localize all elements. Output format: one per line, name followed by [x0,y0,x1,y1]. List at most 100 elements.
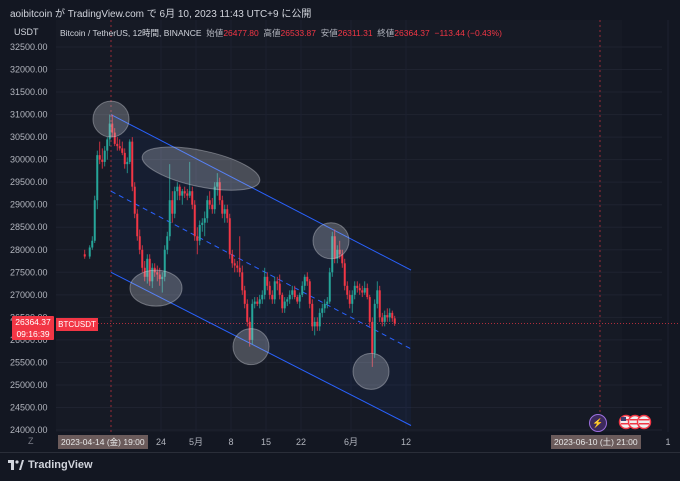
close-label: 終値 [377,28,395,38]
time-tick-label: 15 [261,437,271,447]
candle-body [221,200,224,214]
candle-body [273,281,276,300]
highlight-ellipse [232,328,270,366]
high-label: 高値 [263,28,281,38]
price-tick-label: 30000.00 [10,155,48,165]
price-tick-label: 27000.00 [10,290,48,300]
symbol-label[interactable]: Bitcoin / TetherUS, 12時間, BINANCE [60,28,202,38]
highlight-ellipses [92,100,390,390]
high-value: 26533.87 [280,28,316,38]
price-tick-label: 28000.00 [10,245,48,255]
candle-body [88,247,91,257]
candle-body [376,290,379,304]
price-tick-label: 25000.00 [10,380,48,390]
candle-body [263,276,266,295]
candle-body [113,132,116,144]
candle-body [336,249,339,259]
candles [83,114,396,367]
candle-body [316,321,319,327]
candle-body [303,276,306,286]
candle-body [118,146,121,149]
candle-body [208,200,211,205]
candle-body [238,267,241,273]
candle-body [318,312,321,327]
candle-body [331,236,334,273]
candle-body [321,308,324,313]
candle-body [168,200,171,237]
candle-body [338,249,341,255]
candle-body [253,301,256,304]
candle-body [218,182,221,201]
candle-body [176,186,179,192]
low-label: 安値 [320,28,338,38]
candle-body [366,288,369,298]
candle-body [236,265,239,268]
candle-body [328,272,331,302]
candle-body [173,191,176,214]
time-axis: 24 5月 8 15 22 6月 12 1 [156,437,671,447]
highlight-ellipse [92,100,130,138]
chart-grid [56,20,680,432]
candle-body [203,218,206,223]
publish-info: aoibitcoin が TradingView.com で 6月 10, 20… [10,9,312,20]
plot-background [56,20,622,432]
candle-body [258,299,261,304]
candle-body [341,254,344,264]
candle-body [313,321,316,327]
publish-info-bar: aoibitcoin が TradingView.com で 6月 10, 20… [0,0,680,20]
candle-body [178,186,181,196]
candle-body [281,294,284,309]
highlight-ellipse [141,146,261,191]
price-chart[interactable]: 32500.00 32000.00 31500.00 31000.00 30500.00… [0,20,680,452]
candle-body [206,200,209,219]
time-tick-label: 24 [156,437,166,447]
crosshair-date-left: 2023-04-14 (金) 19:00 [58,435,148,449]
candle-body [146,258,149,277]
zoom-button[interactable]: Z [28,436,34,446]
candle-body [156,272,159,275]
candle-body [228,218,231,255]
lightning-icon[interactable]: ⚡ [589,414,607,432]
candle-body [213,186,216,210]
candle-body [251,303,254,340]
candle-body [138,236,141,250]
us-flag-icons[interactable] [618,414,654,430]
candle-body [141,249,144,268]
candle-body [101,159,104,162]
time-tick-label: 1 [665,437,670,447]
ticker-tag: BTCUSDT [56,318,98,331]
candle-body [248,321,251,340]
candle-body [128,141,131,162]
candle-body [103,150,106,162]
candle-body [291,290,294,295]
candle-body [111,123,114,133]
candle-body [153,267,156,273]
candle-body [346,285,349,295]
candle-body [193,204,196,237]
candle-body [226,209,229,219]
candle-body [373,303,376,354]
candle-body [161,276,164,280]
candle-body [368,297,371,322]
candle-body [83,254,86,257]
tradingview-logo[interactable]: TradingView [8,459,93,471]
candle-body [298,294,301,302]
candle-body [363,288,366,293]
candle-body [353,285,356,295]
candle-body [381,317,384,322]
candle-body [276,281,279,284]
currency-label: USDT [14,27,39,37]
price-tick-label: 32500.00 [10,42,48,52]
candle-body [216,182,219,187]
candle-body [261,294,264,300]
candle-body [106,139,109,151]
candle-body [286,299,289,302]
candle-body [143,267,146,277]
time-tick-label: 8 [228,437,233,447]
candle-body [351,294,354,304]
channel-fill [111,114,411,426]
candle-body [188,191,191,196]
last-price: 26364.37 [15,317,51,327]
candle-body [186,193,189,196]
candle-body [133,186,136,214]
